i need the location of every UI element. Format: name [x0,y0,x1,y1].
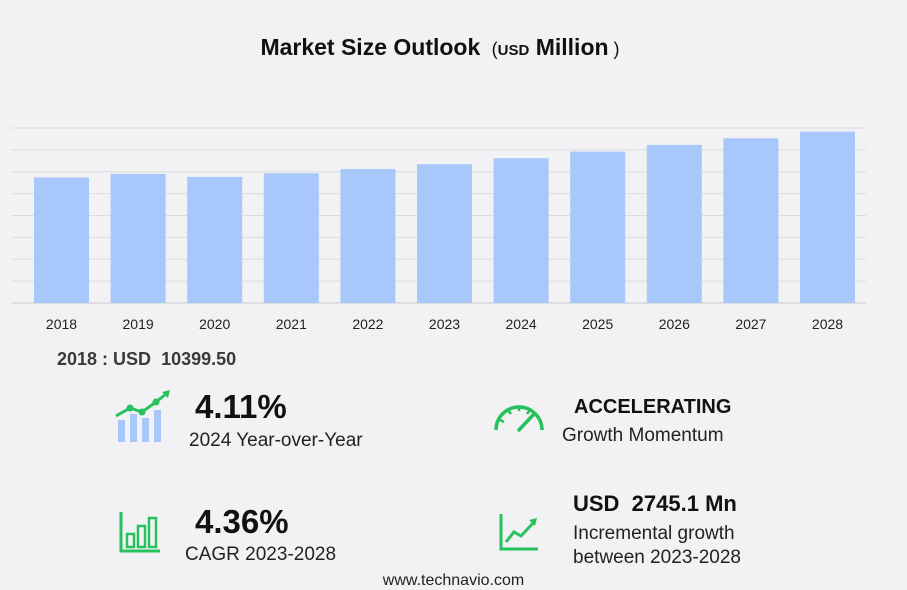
x-tick-label: 2019 [123,316,154,332]
footer-url: www.technavio.com [382,572,525,589]
bar-2021 [263,173,319,303]
chart-title: Market Size Outlook (USD Million ) [0,34,880,61]
trend-up-icon [499,514,538,551]
incremental-text: Incremental growth between 2023-2028 [573,522,741,570]
unit-prefix: USD [497,42,530,59]
bar-chart: 2018 2019 2020 2021 2022 2023 2024 2025 2026 2027… [12,127,866,332]
chart-title-text: Market Size Outlook [260,34,481,60]
bar-2023 [417,164,472,303]
bar-2024 [493,158,549,303]
unit-close-paren: ) [608,39,620,59]
growth-line-bar-icon [115,390,170,442]
bar-2018 [34,177,89,303]
chart-bars [34,131,855,303]
x-tick-label: 2024 [506,316,537,332]
bar-chart-icon [119,512,160,553]
bar-2028 [800,131,855,303]
incremental-line-2: between 2023-2028 [573,547,741,568]
base-year-value: 2018 : USD 10399.50 [57,349,236,370]
bar-2026 [646,144,702,303]
unit-open-paren: ( [486,39,498,59]
yoy-label: 2024 Year-over-Year [189,430,363,451]
cagr-value: 4.36% [195,503,289,540]
base-year-number: 10399.50 [161,349,237,369]
bar-2025 [570,151,626,303]
bar-2019 [110,173,166,303]
x-tick-label: 2020 [199,316,230,332]
incremental-headline: USD 2745.1 Mn [573,491,737,516]
unit-suffix: Million [535,34,609,60]
x-tick-label: 2027 [735,316,766,332]
bar-2020 [187,176,243,303]
incremental-line-1: Incremental growth [573,523,735,544]
cagr-label: CAGR 2023-2028 [185,544,337,565]
x-tick-label: 2023 [429,316,460,332]
speedometer-icon [494,405,544,432]
bar-2027 [723,138,779,303]
yoy-value: 4.11% [195,388,287,425]
base-year-label: 2018 : USD [57,349,152,369]
x-tick-label: 2028 [812,316,843,332]
x-tick-label: 2025 [582,316,613,332]
x-tick-label: 2018 [46,316,77,332]
x-tick-label: 2022 [352,316,383,332]
momentum-label: Growth Momentum [562,425,724,446]
x-tick-label: 2021 [276,316,307,332]
x-tick-label: 2026 [659,316,690,332]
momentum-headline: ACCELERATING [574,396,732,418]
bar-2022 [340,169,396,303]
chart-x-ticks: 2018 2019 2020 2021 2022 2023 2024 2025 2026 2027… [46,316,843,332]
